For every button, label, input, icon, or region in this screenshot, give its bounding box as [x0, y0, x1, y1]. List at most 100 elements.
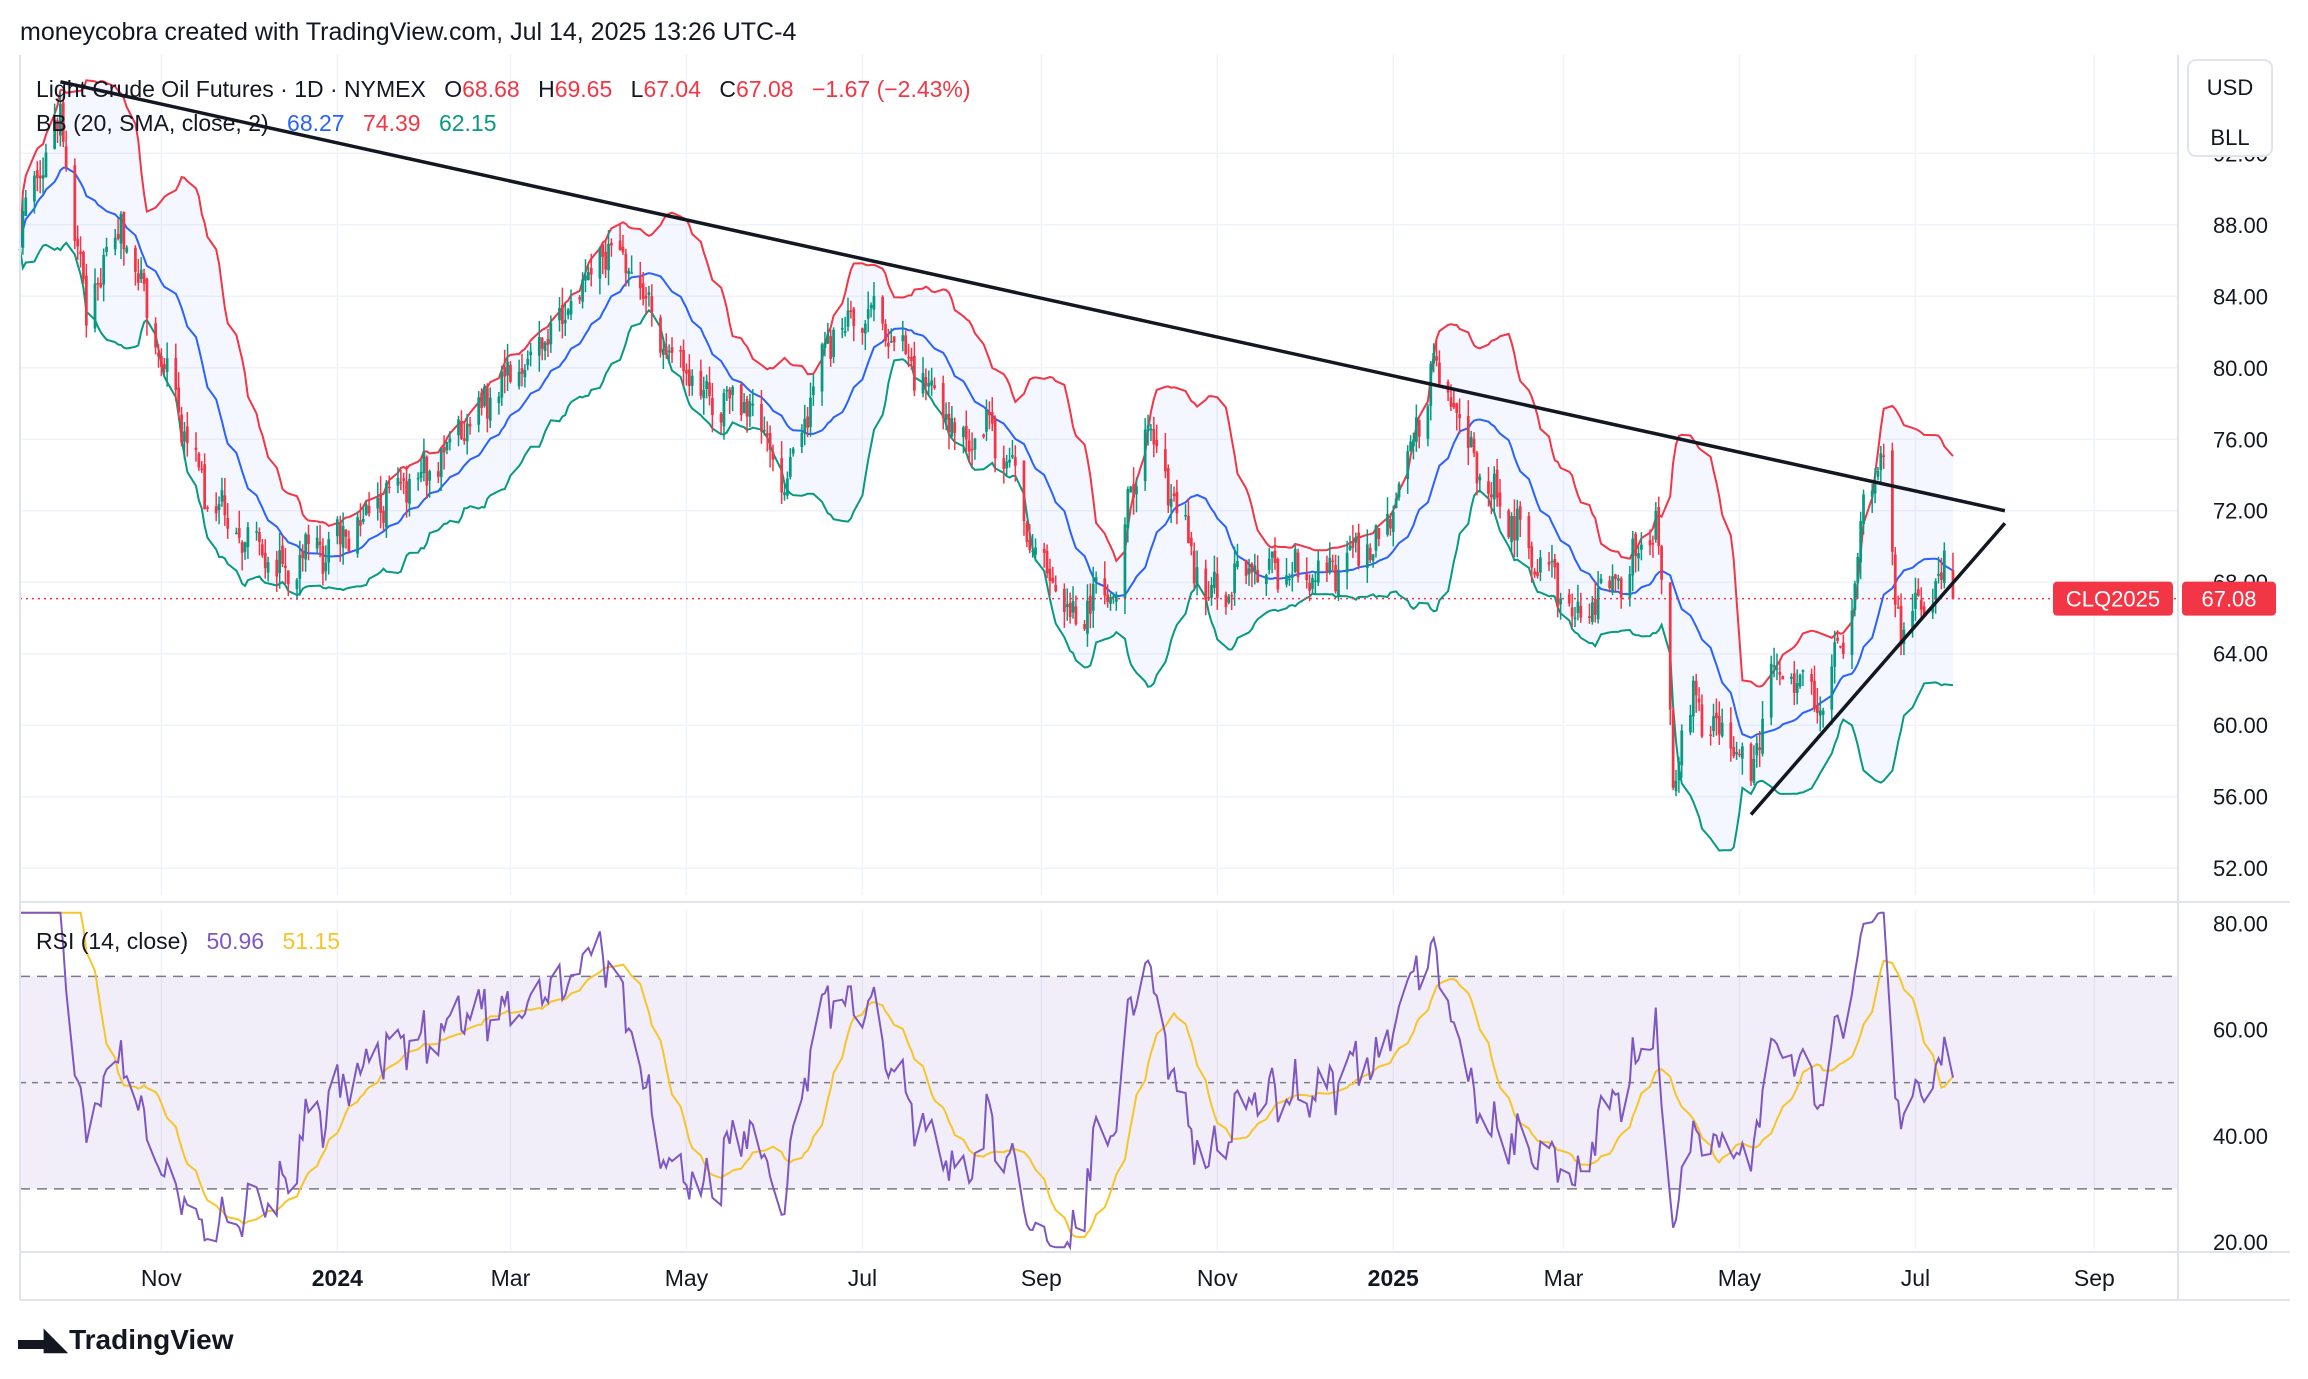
- candle-body: [892, 336, 896, 343]
- candle-body: [566, 309, 570, 316]
- candle-body: [823, 342, 827, 348]
- candle-body: [1680, 730, 1684, 766]
- candle-body: [1414, 417, 1418, 442]
- candle-body: [1919, 599, 1923, 610]
- candle-body: [1715, 712, 1718, 719]
- price-tick-label: 72.00: [2213, 499, 2268, 524]
- time-tick-label: Nov: [141, 1265, 182, 1291]
- rsi-value: 50.96: [206, 928, 265, 954]
- candle-body: [457, 419, 460, 436]
- tradingview-logo[interactable]: ▬◣ TradingView: [18, 1322, 234, 1357]
- candle-body: [1426, 406, 1430, 439]
- candle-body: [803, 418, 807, 434]
- candle-body: [1002, 458, 1006, 469]
- currency-unit-box[interactable]: [2187, 59, 2273, 157]
- candle-body: [543, 342, 547, 351]
- candle-body: [1357, 532, 1361, 566]
- candle-body: [863, 323, 867, 334]
- price-tick-label: 76.00: [2213, 427, 2268, 452]
- candle-body: [1833, 642, 1837, 667]
- candle-body: [99, 283, 103, 288]
- candle-body: [1821, 710, 1825, 715]
- candle-body: [105, 246, 108, 252]
- candle-body: [1264, 574, 1268, 585]
- candle-body: [661, 348, 665, 356]
- trendline-1[interactable]: [60, 80, 2006, 513]
- currency-label[interactable]: USD: [2207, 75, 2253, 100]
- candle-body: [1836, 637, 1839, 641]
- bb-legend[interactable]: BB (20, SMA, close, 2) 68.27 74.39 62.15: [36, 110, 497, 137]
- symbol-legend[interactable]: Light Crude Oil Futures · 1D · NYMEX O68…: [36, 76, 971, 103]
- candle-body: [1634, 533, 1637, 557]
- candle-body: [503, 367, 507, 377]
- candle-body: [1169, 498, 1173, 507]
- candle-body: [35, 170, 39, 179]
- candle-body: [604, 251, 608, 270]
- bollinger-bands: [19, 79, 1954, 852]
- candle-body: [1593, 598, 1597, 615]
- candle-body: [1588, 616, 1591, 618]
- candle-body: [315, 537, 319, 549]
- candle-body: [768, 433, 772, 450]
- candle-body: [399, 481, 403, 484]
- candle-body: [33, 175, 36, 202]
- trendlines[interactable]: [60, 80, 2007, 816]
- candle-body: [1374, 525, 1378, 551]
- candle-body: [1253, 565, 1257, 571]
- candle-body: [1893, 554, 1897, 605]
- rsi-legend[interactable]: RSI (14, close) 50.96 51.15: [36, 928, 340, 955]
- candle-body: [523, 369, 527, 378]
- candle-body: [1816, 705, 1819, 713]
- candlesticks: [18, 92, 2178, 797]
- time-tick-label: Jul: [848, 1265, 877, 1291]
- candle-body: [1213, 571, 1216, 588]
- candle-body: [1876, 470, 1880, 477]
- candle-body: [382, 510, 385, 523]
- trendline-2[interactable]: [1749, 522, 2007, 816]
- symbol-tag-label: CLQ2025: [2066, 587, 2160, 612]
- unit-label[interactable]: BLL: [2210, 125, 2249, 150]
- candle-body: [1149, 428, 1153, 431]
- candle-body: [286, 570, 290, 585]
- candle-body: [1389, 518, 1392, 529]
- candle-body: [586, 272, 590, 281]
- candle-body: [1616, 578, 1620, 581]
- candle-body: [973, 438, 977, 450]
- tradingview-logo-icon: ▬◣: [18, 1323, 67, 1356]
- candle-body: [61, 102, 65, 142]
- candle-body: [682, 349, 685, 372]
- candle-body: [578, 297, 582, 300]
- candle-body: [145, 278, 149, 319]
- candle-body: [281, 545, 284, 564]
- candle-body: [1536, 572, 1539, 577]
- candle-body: [462, 438, 466, 441]
- candle-body: [1270, 551, 1274, 558]
- candle-body: [1518, 506, 1522, 520]
- candle-body: [517, 371, 521, 387]
- candle-body: [1005, 461, 1009, 469]
- candle-body: [1896, 607, 1900, 609]
- candle-body: [1882, 455, 1886, 457]
- candle-body: [335, 519, 339, 537]
- time-tick-label: Mar: [491, 1265, 531, 1291]
- symbol-name: Light Crude Oil Futures · 1D · NYMEX: [36, 76, 426, 102]
- candle-body: [1772, 665, 1776, 667]
- candle-body: [113, 237, 117, 250]
- candle-body: [1553, 558, 1557, 568]
- candle-body: [1611, 576, 1614, 593]
- candle-body: [1025, 522, 1029, 542]
- candle-body: [442, 447, 446, 453]
- candle-body: [364, 504, 368, 515]
- candle-body: [1530, 546, 1534, 568]
- candle-body: [1285, 575, 1288, 585]
- candle-body: [1916, 589, 1920, 596]
- candle-body: [468, 424, 472, 427]
- time-tick-label: 2024: [312, 1265, 363, 1291]
- candle-body: [448, 438, 452, 443]
- time-tick-label: May: [1718, 1265, 1762, 1291]
- candle-body: [887, 342, 890, 347]
- candle-body: [405, 481, 408, 503]
- candle-body: [1778, 671, 1782, 675]
